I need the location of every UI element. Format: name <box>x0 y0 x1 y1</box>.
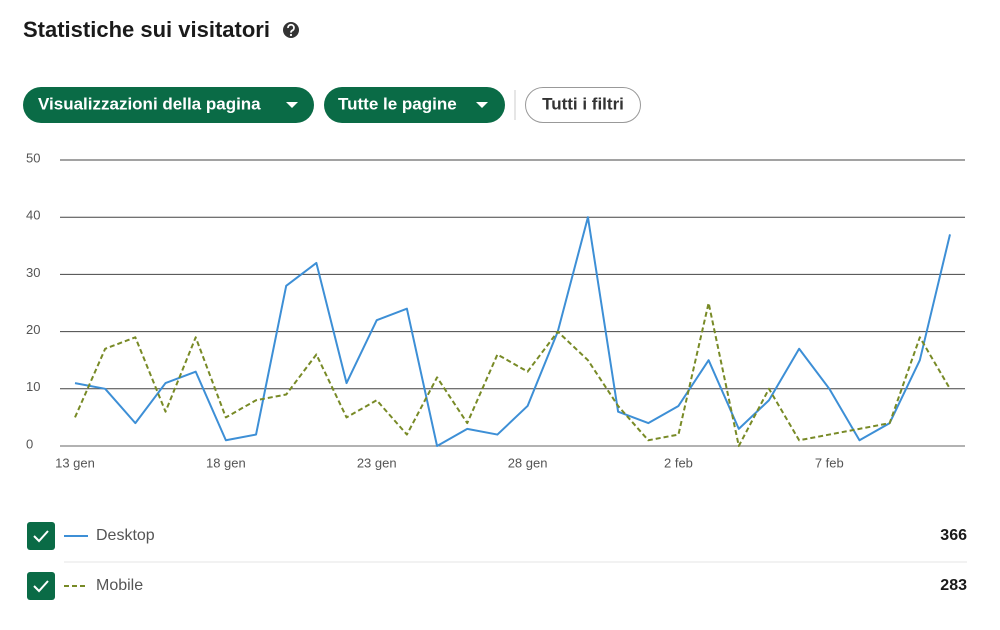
checkmark <box>33 530 49 543</box>
legend-row[interactable]: Desktop 366 <box>27 522 967 550</box>
series-line <box>74 302 951 447</box>
y-tick-label: 0 <box>26 436 33 451</box>
x-tick-label: 13 gen <box>55 455 95 470</box>
y-tick-label: 50 <box>26 150 40 165</box>
x-tick-label: 23 gen <box>357 455 397 470</box>
x-tick-label: 2 feb <box>664 455 693 470</box>
x-tick-label: 18 gen <box>206 455 246 470</box>
series-line <box>74 216 951 447</box>
filter-label: Tutte le pagine <box>338 94 457 113</box>
series-total: 366 <box>940 527 967 544</box>
filter-button[interactable]: Tutti i filtri <box>525 87 641 123</box>
legend-row[interactable]: Mobile 283 <box>27 572 967 600</box>
checkbox <box>27 522 55 550</box>
x-tick-label: 7 feb <box>815 455 844 470</box>
page-title: Statistiche sui visitatori <box>23 17 270 42</box>
help-icon[interactable] <box>283 22 299 38</box>
checkmark <box>33 580 49 593</box>
y-tick-label: 40 <box>26 208 40 223</box>
filter-button[interactable]: Visualizzazioni della pagina <box>23 87 314 123</box>
y-tick-label: 10 <box>26 379 40 394</box>
filter-button[interactable]: Tutte le pagine <box>324 87 505 123</box>
x-tick-label: 28 gen <box>508 455 548 470</box>
filter-label: Tutti i filtri <box>542 94 624 113</box>
legend-label: Desktop <box>96 527 155 544</box>
y-tick-label: 30 <box>26 265 40 280</box>
series-total: 283 <box>940 577 967 594</box>
legend-label: Mobile <box>96 577 143 594</box>
filter-label: Visualizzazioni della pagina <box>38 94 261 113</box>
y-tick-label: 20 <box>26 322 40 337</box>
checkbox <box>27 572 55 600</box>
